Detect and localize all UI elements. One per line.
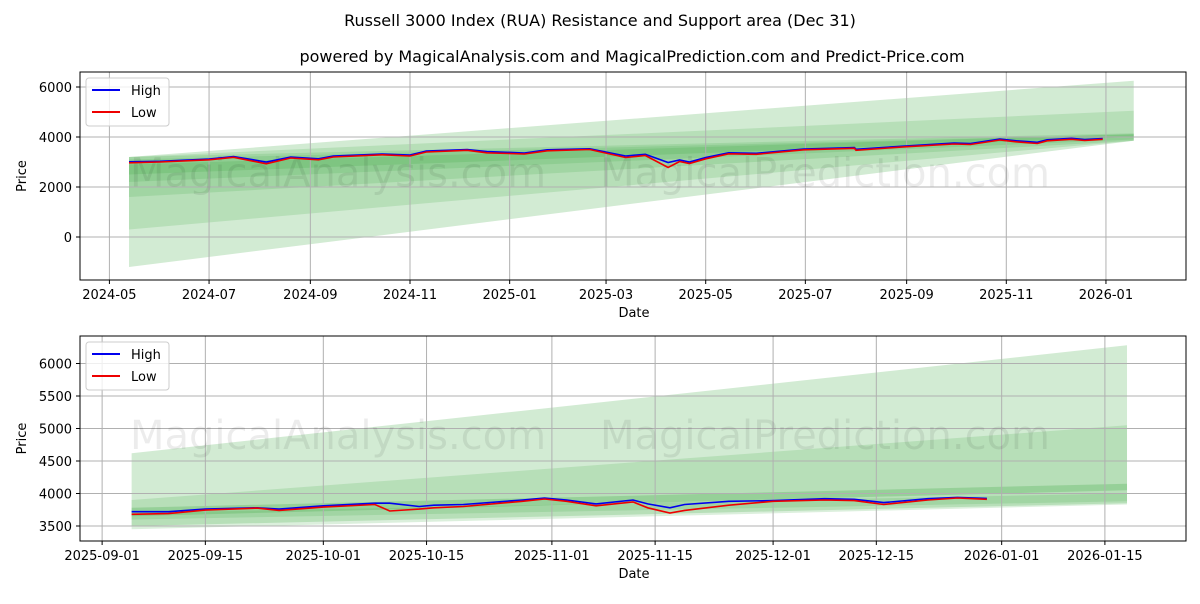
watermark-text: MagicalPrediction.com (600, 150, 1050, 196)
y-tick-label: 0 (64, 231, 72, 246)
x-tick-label: 2025-11 (979, 288, 1033, 303)
series-line-low (131, 497, 987, 516)
y-tick-label: 5500 (39, 390, 72, 405)
series-line-high (131, 496, 987, 513)
y-tick-label: 2000 (39, 181, 72, 196)
x-axis-label: Date (618, 567, 649, 582)
x-tick-label: 2025-07 (778, 288, 832, 303)
support-resistance-band (129, 110, 1134, 230)
figure-subtitle: powered by MagicalAnalysis.com and Magic… (299, 47, 964, 66)
top-chart: 2024-05 2024-07 2024-09 2024-11 2025-01 2025-… (15, 71, 1187, 321)
support-resistance-band (129, 134, 1134, 175)
x-tick-label: 2025-09 (879, 288, 933, 303)
support-resistance-band (131, 425, 1128, 520)
x-tick-label: 2025-10-15 (389, 549, 465, 564)
series-line-low (128, 138, 1103, 169)
y-axis-label: Price (15, 160, 30, 192)
support-resistance-band (129, 80, 1134, 267)
watermark-text: MagicalAnalysis.com (130, 150, 546, 196)
plot-frame (79, 335, 1187, 542)
x-tick-label: 2025-01 (482, 288, 536, 303)
watermark-text: MagicalAnalysis.com (130, 413, 546, 459)
y-tick-label: 5000 (39, 422, 72, 437)
x-tick-label: 2026-01 (1079, 288, 1133, 303)
x-tick-label: 2025-05 (679, 288, 733, 303)
x-tick-label: 2025-12-15 (839, 549, 915, 564)
x-tick-label: 2025-03 (579, 288, 633, 303)
legend: High Low (85, 77, 170, 127)
x-tick-label: 2026-01-15 (1067, 549, 1143, 564)
x-tick-label: 2024-05 (82, 288, 136, 303)
y-tick-label: 4000 (39, 131, 72, 146)
support-resistance-band (131, 345, 1128, 526)
series-line-high (128, 137, 1103, 164)
bottom-chart: 2025-09-01 2025-09-15 2025-10-01 2025-10-15… (15, 335, 1187, 582)
x-tick-label: 2026-01-01 (964, 549, 1040, 564)
legend-label: Low (131, 370, 157, 385)
y-tick-label: 6000 (39, 81, 72, 96)
x-tick-label: 2025-10-01 (286, 549, 362, 564)
y-tick-label: 6000 (39, 357, 72, 372)
x-tick-label: 2025-11-15 (617, 549, 693, 564)
plot-frame (79, 71, 1187, 281)
legend: High Low (85, 341, 170, 391)
y-axis-label: Price (15, 423, 30, 455)
y-tick-label: 4000 (39, 487, 72, 502)
watermark-text: MagicalPrediction.com (600, 413, 1050, 459)
x-tick-label: 2025-11-01 (514, 549, 590, 564)
y-tick-label: 4500 (39, 455, 72, 470)
x-tick-label: 2025-12-01 (735, 549, 811, 564)
x-tick-label: 2025-09-01 (64, 549, 140, 564)
x-tick-label: 2024-07 (182, 288, 236, 303)
figure-title: Russell 3000 Index (RUA) Resistance and … (344, 11, 856, 30)
legend-label: Low (131, 106, 157, 121)
x-tick-label: 2024-09 (283, 288, 337, 303)
x-tick-label: 2025-09-15 (168, 549, 244, 564)
y-tick-label: 3500 (39, 520, 72, 535)
legend-label: High (131, 348, 161, 363)
x-axis-label: Date (618, 306, 649, 321)
x-tick-label: 2024-11 (383, 288, 437, 303)
legend-label: High (131, 84, 161, 99)
support-resistance-band (129, 134, 1134, 182)
